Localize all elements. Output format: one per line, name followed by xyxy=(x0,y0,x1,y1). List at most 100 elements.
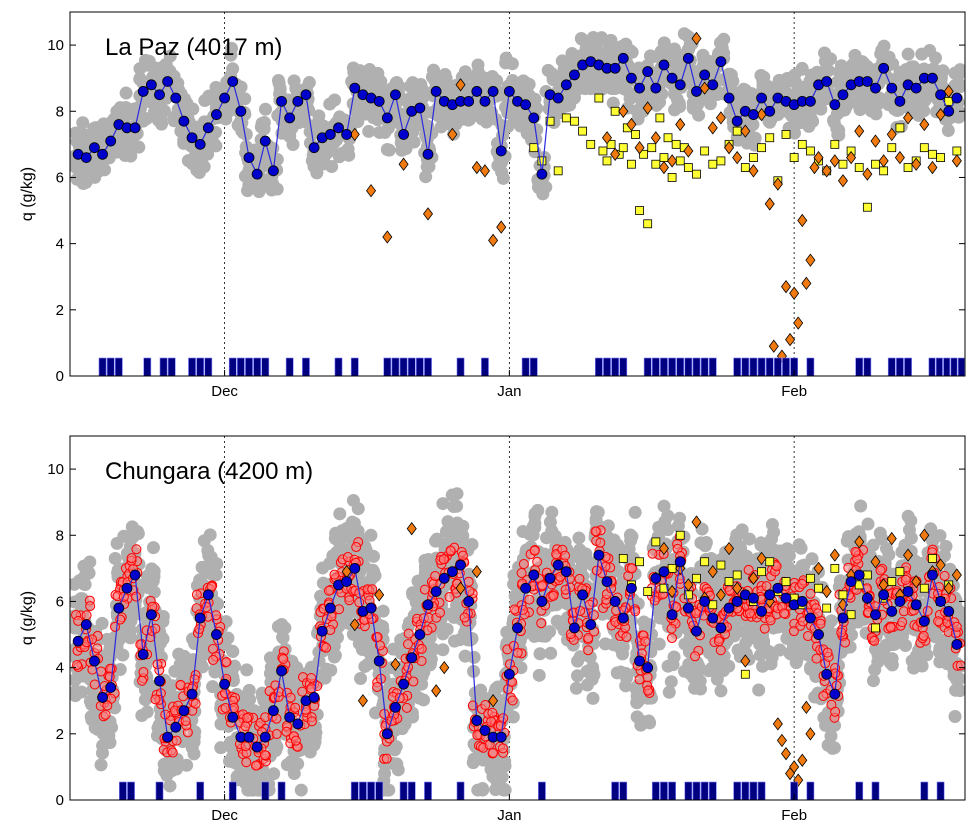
event-bars xyxy=(98,357,965,376)
hf-point xyxy=(171,735,182,746)
event-bar xyxy=(334,357,343,376)
hf-point xyxy=(92,643,103,654)
hourly-point xyxy=(673,511,687,525)
hf-point xyxy=(100,709,111,720)
hf-point xyxy=(403,662,414,673)
hourly-point xyxy=(415,677,429,691)
hourly-point xyxy=(120,629,134,643)
square-marker xyxy=(606,139,616,149)
square-marker xyxy=(537,156,547,166)
hourly-point xyxy=(276,631,290,645)
hourly-point xyxy=(476,783,490,797)
square-marker xyxy=(838,159,848,169)
hourly-point xyxy=(138,693,152,707)
diamond-marker xyxy=(618,104,629,118)
hourly-point xyxy=(871,655,885,669)
event-bar xyxy=(391,357,400,376)
square-marker xyxy=(919,143,929,153)
hourly-point xyxy=(652,637,666,651)
event-bar xyxy=(887,357,896,376)
diamond-marker xyxy=(650,131,661,145)
event-bar xyxy=(196,357,205,376)
hourly-point xyxy=(692,108,706,122)
event-bar xyxy=(643,357,652,376)
hourly-point xyxy=(440,622,454,636)
daily-mean-point xyxy=(300,89,312,101)
hourly-point xyxy=(805,552,819,566)
hourly-point xyxy=(238,92,252,106)
hourly-point xyxy=(151,647,165,661)
daily-mean-point xyxy=(235,105,247,117)
hourly-point xyxy=(924,522,938,536)
x-tick-label: Feb xyxy=(781,383,807,400)
hourly-point xyxy=(947,669,961,683)
diamond-marker xyxy=(772,177,783,191)
daily-mean-point xyxy=(105,135,117,147)
hourly-point xyxy=(767,525,781,539)
hf-point xyxy=(524,594,535,605)
event-bar xyxy=(106,357,115,376)
event-bar xyxy=(594,357,603,376)
daily-mean-point xyxy=(390,89,401,101)
hourly-point xyxy=(622,86,636,100)
diamond-marker xyxy=(447,127,458,142)
hourly-point xyxy=(320,144,334,158)
x-tick-label: Dec xyxy=(211,383,238,400)
hf-point xyxy=(250,760,261,771)
hourly-point xyxy=(194,657,208,671)
hourly-point xyxy=(714,684,728,698)
hourly-point xyxy=(664,675,678,689)
daily-mean-point xyxy=(821,76,833,87)
daily-mean-point xyxy=(723,92,735,104)
hf-point xyxy=(536,618,547,629)
diamond-marker xyxy=(789,286,800,300)
daily-mean-point xyxy=(97,148,108,160)
hourly-point xyxy=(133,72,147,86)
square-marker xyxy=(553,166,563,176)
hourly-point xyxy=(208,665,222,679)
hourly-point xyxy=(948,710,962,724)
hourly-point xyxy=(505,57,519,71)
diamond-marker xyxy=(691,31,702,46)
diamond-marker xyxy=(878,154,889,168)
hourly-point xyxy=(371,66,385,80)
hourly-point xyxy=(465,631,479,645)
hf-point xyxy=(517,604,528,615)
hourly-point xyxy=(532,181,546,195)
hf-point xyxy=(241,757,252,768)
hourly-point xyxy=(818,46,832,60)
hourly-point xyxy=(465,537,479,551)
diamond-marker xyxy=(724,141,735,155)
diamond-marker xyxy=(732,150,743,165)
hourly-point xyxy=(794,541,808,555)
hourly-observations xyxy=(70,487,965,797)
event-bar xyxy=(957,357,965,376)
diamond-marker xyxy=(854,124,865,138)
daily-mean-point xyxy=(276,95,287,107)
hf-point xyxy=(480,700,491,711)
hf-point xyxy=(507,695,518,706)
hf-point xyxy=(281,726,292,737)
hourly-point xyxy=(242,683,256,697)
hf-point xyxy=(137,675,148,686)
diamond-marker xyxy=(813,150,824,165)
hourly-point xyxy=(333,507,347,521)
hf-point xyxy=(290,702,301,713)
hourly-point xyxy=(657,499,671,513)
hourly-point xyxy=(108,551,122,565)
diamond-marker xyxy=(667,154,678,168)
hourly-point xyxy=(952,110,965,124)
diamond-marker xyxy=(768,339,779,353)
hourly-point xyxy=(267,182,281,196)
hourly-point xyxy=(206,136,220,150)
square-marker xyxy=(545,116,555,126)
hf-point xyxy=(180,715,191,726)
hourly-point xyxy=(875,532,889,546)
hourly-point xyxy=(882,548,896,562)
daily-mean-point xyxy=(292,95,304,107)
hf-point xyxy=(516,568,527,579)
hourly-point xyxy=(666,658,680,672)
hourly-point xyxy=(498,755,512,769)
square-marker xyxy=(952,146,962,156)
square-marker xyxy=(586,139,596,149)
